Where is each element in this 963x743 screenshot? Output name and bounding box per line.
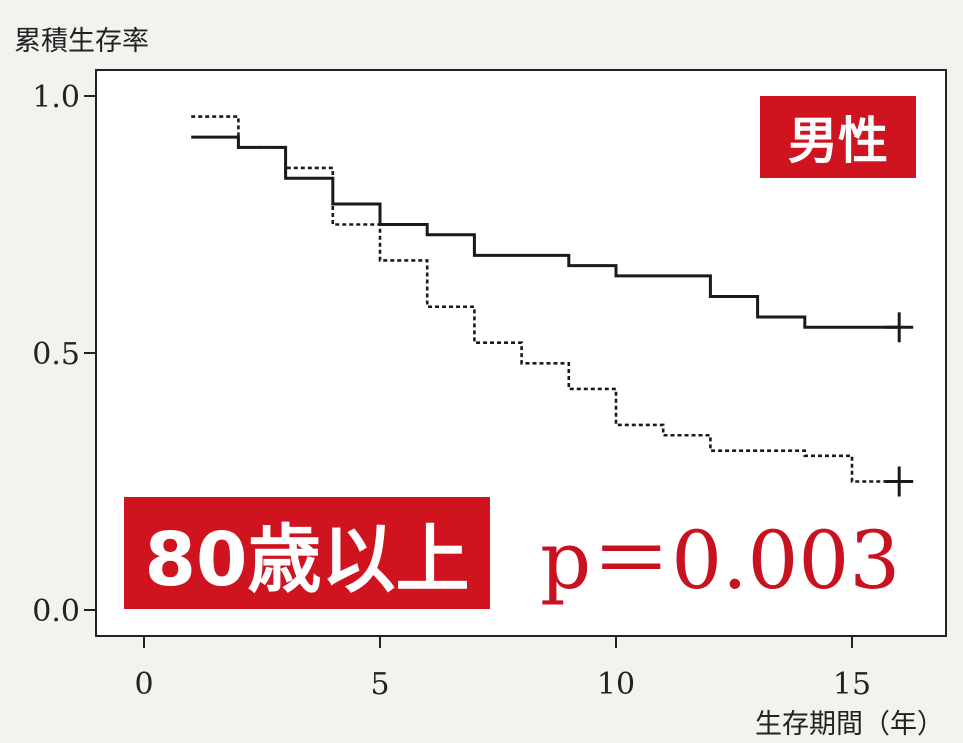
censor-mark: [885, 466, 914, 497]
y-axis-title: 累積生存率: [14, 26, 149, 57]
y-tick-label: 0.5: [32, 337, 80, 372]
sex-badge-label: 男性: [788, 112, 888, 170]
survival-curve-solid: [191, 135, 900, 329]
censor-mark: [885, 312, 914, 343]
x-tick-label: 0: [134, 667, 153, 702]
x-axis-title: 生存期間（年）: [755, 709, 944, 740]
series-layer: [191, 115, 914, 497]
age-badge-bg: [124, 497, 490, 609]
y-tick-label: 0.0: [32, 594, 80, 629]
p-value-label: p＝0.003: [540, 514, 900, 607]
ticks-layer: 0 5 10 15 0.0 0.5 1.0: [32, 80, 871, 702]
x-tick-label: 10: [597, 667, 635, 702]
age-badge-label: 80歳以上: [145, 517, 470, 603]
sex-badge-bg: [760, 96, 916, 178]
y-tick-label: 1.0: [32, 80, 80, 115]
survival-curve-dashed: [191, 115, 900, 483]
x-tick-label: 5: [370, 667, 389, 702]
x-tick-label: 15: [833, 667, 871, 702]
